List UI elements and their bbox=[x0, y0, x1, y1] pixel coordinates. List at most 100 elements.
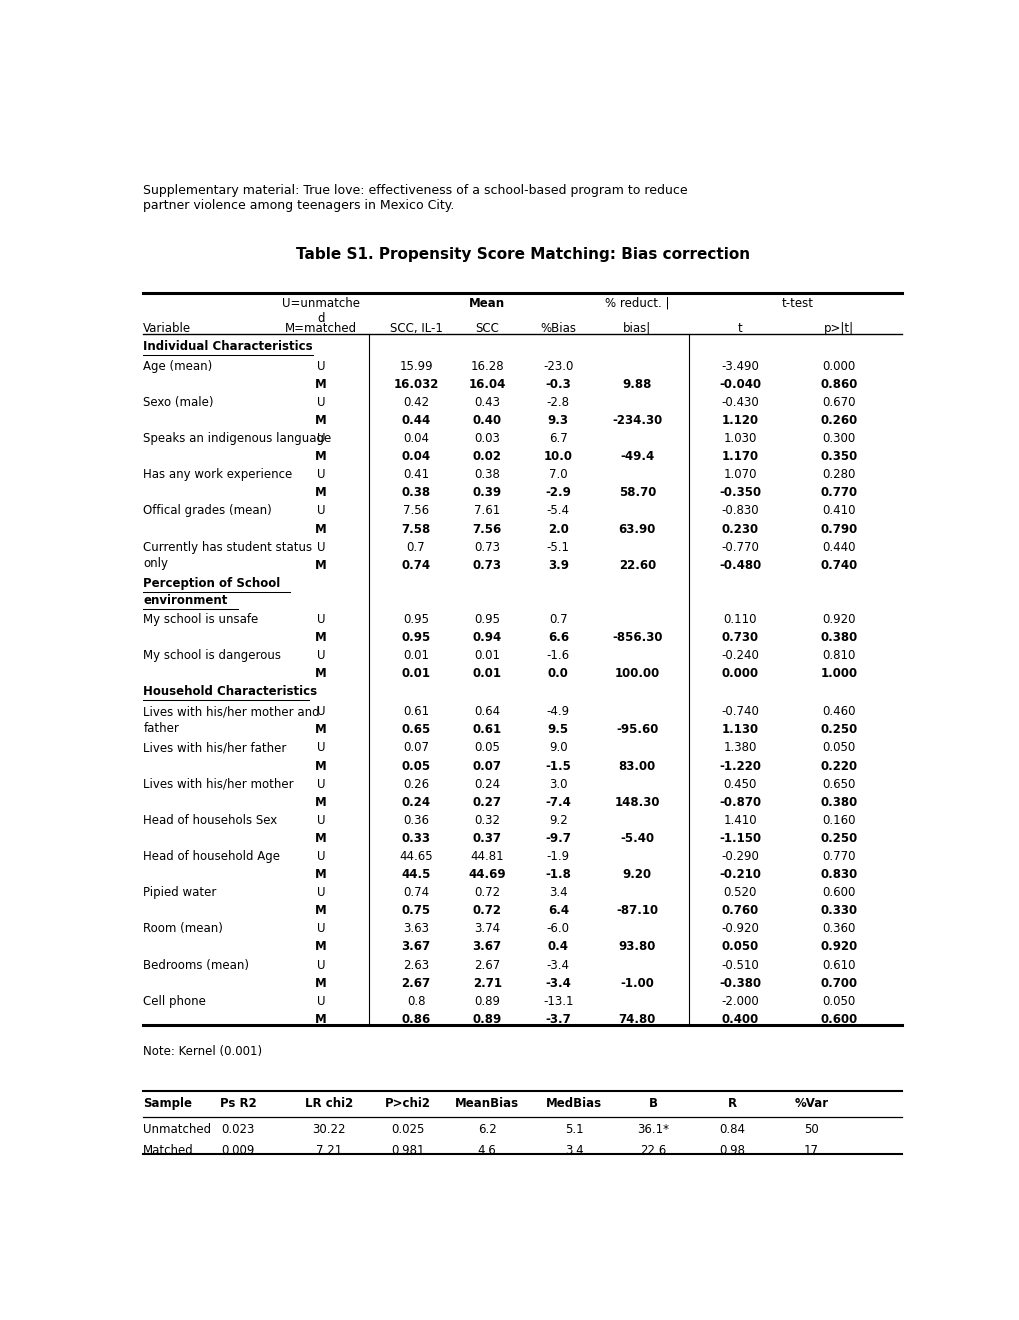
Text: 0.32: 0.32 bbox=[474, 814, 499, 826]
Text: 0.981: 0.981 bbox=[391, 1143, 425, 1156]
Text: 3.0: 3.0 bbox=[548, 777, 567, 791]
Text: Room (mean): Room (mean) bbox=[143, 923, 223, 936]
Text: 0.27: 0.27 bbox=[472, 796, 501, 809]
Text: -1.150: -1.150 bbox=[718, 832, 760, 845]
Text: 0.650: 0.650 bbox=[821, 777, 855, 791]
Text: 0.050: 0.050 bbox=[821, 742, 855, 755]
Text: 3.74: 3.74 bbox=[474, 923, 499, 936]
Text: -0.830: -0.830 bbox=[720, 504, 758, 517]
Text: Perception of School: Perception of School bbox=[143, 577, 280, 590]
Text: 0.07: 0.07 bbox=[403, 742, 429, 755]
Text: 0.75: 0.75 bbox=[401, 904, 430, 917]
Text: 0.730: 0.730 bbox=[720, 631, 758, 644]
Text: SCC: SCC bbox=[475, 322, 498, 335]
Text: -2.8: -2.8 bbox=[546, 396, 570, 409]
Text: 0.000: 0.000 bbox=[821, 360, 855, 372]
Text: MeanBias: MeanBias bbox=[454, 1097, 519, 1110]
Text: Sample: Sample bbox=[143, 1097, 193, 1110]
Text: 0.89: 0.89 bbox=[472, 1012, 501, 1026]
Text: 2.67: 2.67 bbox=[401, 977, 430, 990]
Text: -9.7: -9.7 bbox=[545, 832, 571, 845]
Text: U: U bbox=[317, 649, 325, 663]
Text: -0.870: -0.870 bbox=[718, 796, 760, 809]
Text: 17: 17 bbox=[803, 1143, 818, 1156]
Text: 0.023: 0.023 bbox=[221, 1123, 255, 1135]
Text: 0.760: 0.760 bbox=[720, 904, 758, 917]
Text: -0.920: -0.920 bbox=[720, 923, 758, 936]
Text: 16.032: 16.032 bbox=[393, 378, 438, 391]
Text: 0.250: 0.250 bbox=[819, 723, 857, 737]
Text: 0.86: 0.86 bbox=[401, 1012, 430, 1026]
Text: 1.070: 1.070 bbox=[722, 469, 756, 482]
Text: 0.025: 0.025 bbox=[391, 1123, 424, 1135]
Text: -23.0: -23.0 bbox=[542, 360, 573, 372]
Text: 15.99: 15.99 bbox=[398, 360, 432, 372]
Text: 0.38: 0.38 bbox=[474, 469, 499, 482]
Text: 0.05: 0.05 bbox=[401, 759, 430, 772]
Text: environment: environment bbox=[143, 594, 227, 607]
Text: P>chi2: P>chi2 bbox=[385, 1097, 431, 1110]
Text: t: t bbox=[737, 322, 742, 335]
Text: U: U bbox=[317, 923, 325, 936]
Text: -2.000: -2.000 bbox=[720, 995, 758, 1007]
Text: U: U bbox=[317, 541, 325, 553]
Text: 9.0: 9.0 bbox=[548, 742, 568, 755]
Text: Household Characteristics: Household Characteristics bbox=[143, 685, 317, 698]
Text: 0.95: 0.95 bbox=[474, 612, 499, 626]
Text: Unmatched: Unmatched bbox=[143, 1123, 211, 1135]
Text: 0.220: 0.220 bbox=[819, 759, 857, 772]
Text: 0.07: 0.07 bbox=[472, 759, 501, 772]
Text: 0.24: 0.24 bbox=[474, 777, 499, 791]
Text: 0.84: 0.84 bbox=[718, 1123, 745, 1135]
Text: 9.5: 9.5 bbox=[547, 723, 569, 737]
Text: 3.67: 3.67 bbox=[401, 940, 430, 953]
Text: -6.0: -6.0 bbox=[546, 923, 570, 936]
Text: Supplementary material: True love: effectiveness of a school-based program to re: Supplementary material: True love: effec… bbox=[143, 183, 687, 211]
Text: 0.01: 0.01 bbox=[474, 649, 499, 663]
Text: LR chi2: LR chi2 bbox=[305, 1097, 353, 1110]
Text: 0.24: 0.24 bbox=[401, 796, 430, 809]
Text: 0.920: 0.920 bbox=[821, 612, 855, 626]
Text: -5.4: -5.4 bbox=[546, 504, 570, 517]
Text: -2.9: -2.9 bbox=[545, 486, 571, 499]
Text: 0.95: 0.95 bbox=[403, 612, 429, 626]
Text: 0.700: 0.700 bbox=[819, 977, 857, 990]
Text: 0.380: 0.380 bbox=[819, 631, 857, 644]
Text: M: M bbox=[315, 940, 327, 953]
Text: M: M bbox=[315, 450, 327, 463]
Text: My school is dangerous: My school is dangerous bbox=[143, 649, 281, 663]
Text: 2.0: 2.0 bbox=[547, 523, 569, 536]
Text: 0.95: 0.95 bbox=[401, 631, 430, 644]
Text: Pipied water: Pipied water bbox=[143, 886, 216, 899]
Text: U: U bbox=[317, 504, 325, 517]
Text: 0.670: 0.670 bbox=[821, 396, 855, 409]
Text: 7.0: 7.0 bbox=[548, 469, 568, 482]
Text: -0.350: -0.350 bbox=[718, 486, 760, 499]
Text: 0.41: 0.41 bbox=[403, 469, 429, 482]
Text: 0.920: 0.920 bbox=[819, 940, 857, 953]
Text: 0.43: 0.43 bbox=[474, 396, 499, 409]
Text: -0.480: -0.480 bbox=[718, 558, 760, 572]
Text: 22.60: 22.60 bbox=[619, 558, 655, 572]
Text: 0.03: 0.03 bbox=[474, 432, 499, 445]
Text: 50: 50 bbox=[803, 1123, 818, 1135]
Text: 0.330: 0.330 bbox=[819, 904, 857, 917]
Text: 93.80: 93.80 bbox=[619, 940, 655, 953]
Text: 100.00: 100.00 bbox=[614, 668, 659, 680]
Text: -1.220: -1.220 bbox=[718, 759, 760, 772]
Text: Speaks an indigenous language: Speaks an indigenous language bbox=[143, 432, 331, 445]
Text: 1.000: 1.000 bbox=[819, 668, 857, 680]
Text: M: M bbox=[315, 414, 327, 426]
Text: 10.0: 10.0 bbox=[543, 450, 573, 463]
Text: father: father bbox=[143, 722, 179, 735]
Text: Cell phone: Cell phone bbox=[143, 995, 206, 1007]
Text: 0.7: 0.7 bbox=[407, 541, 425, 553]
Text: Ps R2: Ps R2 bbox=[219, 1097, 257, 1110]
Text: 6.4: 6.4 bbox=[547, 904, 569, 917]
Text: M: M bbox=[315, 832, 327, 845]
Text: M: M bbox=[315, 723, 327, 737]
Text: -1.9: -1.9 bbox=[546, 850, 570, 863]
Text: 3.67: 3.67 bbox=[472, 940, 501, 953]
Text: 0.94: 0.94 bbox=[472, 631, 501, 644]
Text: M: M bbox=[315, 977, 327, 990]
